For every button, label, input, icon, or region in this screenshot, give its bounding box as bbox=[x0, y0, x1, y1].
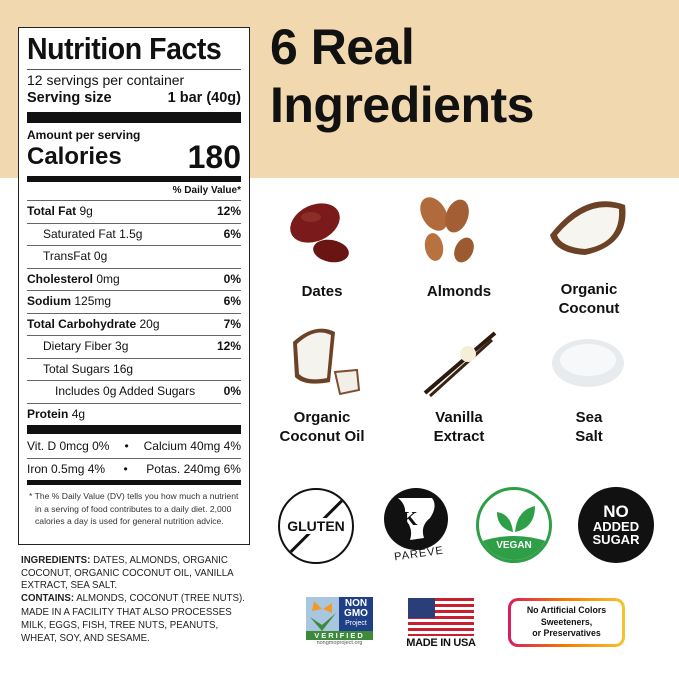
row-added-sugars: Includes 0g Added Sugars 0% bbox=[27, 380, 241, 403]
amount-per-serving: Amount per serving bbox=[27, 128, 141, 142]
row-dietary-fiber: Dietary Fiber 3g 12% bbox=[27, 335, 241, 358]
footnote: * The % Daily Value (DV) tells you how m… bbox=[29, 491, 239, 526]
non-gmo-badge: NON GMO Project VERIFIED nongmoproject.org bbox=[306, 597, 373, 647]
calories-value: 180 bbox=[187, 139, 241, 175]
row-cholesterol: Cholesterol 0mg 0% bbox=[27, 267, 241, 291]
ingredient-almonds: Almonds bbox=[426, 283, 492, 300]
no-added-sugar-badge: NO ADDED SUGAR bbox=[578, 487, 654, 563]
nutrition-title: Nutrition Facts bbox=[27, 31, 222, 66]
row-protein: Protein 4g bbox=[27, 402, 241, 426]
made-in-usa-label: MADE IN USA bbox=[406, 637, 476, 649]
sea-salt-image bbox=[552, 339, 624, 387]
ingredient-vanilla: Vanilla Extract bbox=[433, 409, 485, 445]
row-sodium: Sodium 125mg 6% bbox=[27, 290, 241, 313]
ingredient-sea-salt: Sea Salt bbox=[575, 409, 603, 445]
ingredient-coconut-oil: Organic Coconut Oil bbox=[279, 409, 365, 445]
coconut-oil-image bbox=[293, 328, 361, 396]
dates-image bbox=[290, 203, 349, 263]
row-trans-fat: TransFat 0g bbox=[27, 245, 241, 268]
ingredient-dates: Dates bbox=[301, 283, 343, 300]
butterfly-icon bbox=[310, 601, 336, 631]
row-total-carbohydrate: Total Carbohydrate 20g 7% bbox=[27, 312, 241, 336]
row-total-fat: Total Fat 9g 12% bbox=[27, 200, 241, 223]
row-total-sugars: Total Sugars 16g bbox=[27, 357, 241, 381]
ingredient-organic-coconut: Organic Coconut bbox=[558, 281, 620, 317]
serving-size-label: Serving size bbox=[27, 90, 112, 106]
nutrition-facts-label: Nutrition Facts 12 servings per containe… bbox=[18, 27, 250, 545]
headline: 6 Real Ingredients bbox=[270, 19, 534, 133]
pareve-globe-icon: K bbox=[384, 488, 448, 550]
calories-label: Calories bbox=[27, 143, 122, 170]
servings: 12 servings per container bbox=[27, 72, 185, 88]
vanilla-image bbox=[423, 331, 497, 398]
vegan-badge: VEGAN bbox=[476, 487, 552, 563]
no-artificial-badge: No Artificial Colors Sweeteners, or Preser… bbox=[508, 598, 625, 647]
row-vitd-calcium: Vit. D 0mcg 0% • Calcium 40mg 4% bbox=[27, 439, 241, 453]
us-flag-icon bbox=[408, 598, 474, 636]
row-saturated-fat: Saturated Fat 1.5g 6% bbox=[27, 222, 241, 246]
coconut-image bbox=[550, 201, 626, 255]
gluten-free-badge: GLUTEN bbox=[278, 488, 354, 564]
ingredients-statement: INGREDIENTS: DATES, ALMONDS, ORGANIC COC… bbox=[21, 555, 245, 644]
serving-size-value: 1 bar (40g) bbox=[167, 90, 241, 106]
row-iron-potassium: Iron 0.5mg 4% • Potas. 240mg 6% bbox=[27, 458, 241, 479]
almonds-image bbox=[420, 197, 474, 263]
dv-header: % Daily Value* bbox=[172, 185, 241, 196]
